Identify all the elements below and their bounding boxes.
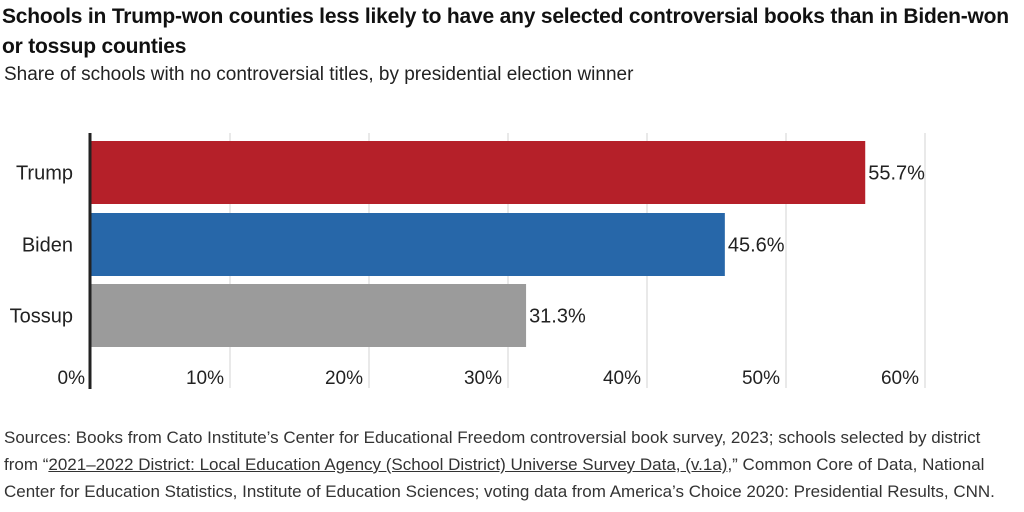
x-tick-label: 60% xyxy=(881,368,919,389)
value-label: 55.7% xyxy=(868,163,925,185)
x-tick-label: 50% xyxy=(742,368,780,389)
chart-title: Schools in Trump-won counties less likel… xyxy=(2,5,1009,58)
x-tick-label: 30% xyxy=(464,368,502,389)
chart-subtitle: Share of schools with no controversial t… xyxy=(4,64,634,85)
category-label: Tossup xyxy=(10,306,73,328)
source-note: Sources: Books from Cato Institute’s Cen… xyxy=(4,424,1014,505)
x-tick-label: 20% xyxy=(325,368,363,389)
value-label: 45.6% xyxy=(728,235,785,257)
category-label: Biden xyxy=(22,235,73,257)
bar-chart: 0% 10% 20% 30% 40% 50% 60% Trump 55.7% Biden 45.6%… xyxy=(10,133,926,389)
source-link[interactable]: 2021–2022 District: Local Education Agen… xyxy=(48,455,728,474)
x-tick-label: 0% xyxy=(58,368,86,389)
bar-biden xyxy=(91,213,725,276)
value-label: 31.3% xyxy=(529,306,586,328)
x-tick-label: 40% xyxy=(603,368,641,389)
bar-tossup xyxy=(91,284,527,347)
source-suffix: ,” Common Core of Data, National Center … xyxy=(4,455,995,501)
bar-trump xyxy=(91,141,866,204)
source-prefix: Sources: Books from Cato Institute’s Cen… xyxy=(4,428,981,474)
category-label: Trump xyxy=(16,163,73,185)
x-tick-label: 10% xyxy=(186,368,224,389)
